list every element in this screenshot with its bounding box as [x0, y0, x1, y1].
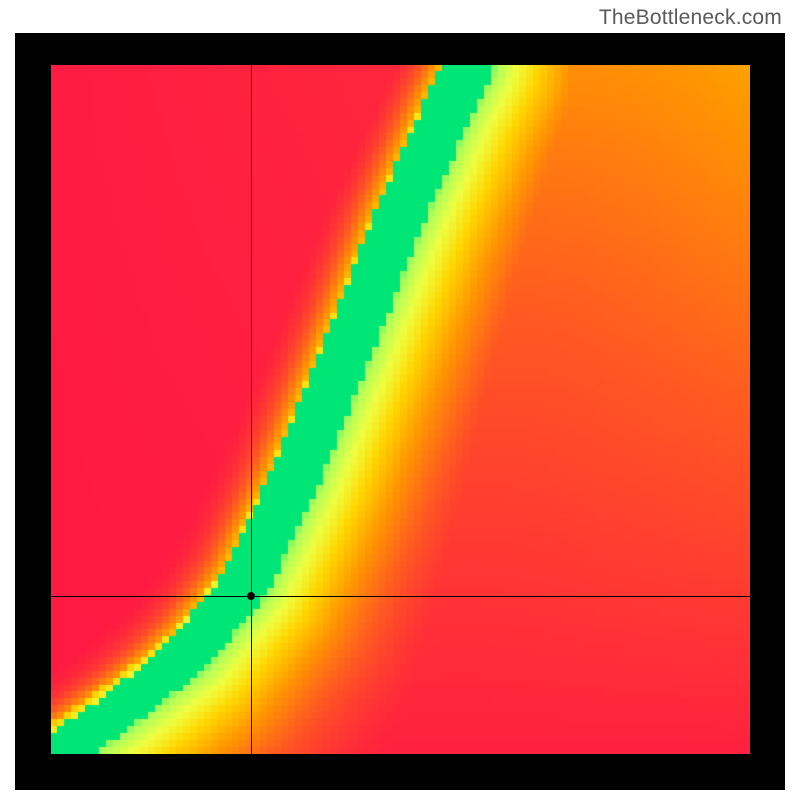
watermark-text: TheBottleneck.com	[599, 6, 782, 30]
plot-outer-frame	[15, 33, 785, 790]
crosshair-horizontal	[51, 596, 750, 597]
crosshair-marker	[247, 592, 255, 600]
crosshair-vertical	[251, 65, 252, 754]
heatmap-canvas	[51, 65, 750, 754]
